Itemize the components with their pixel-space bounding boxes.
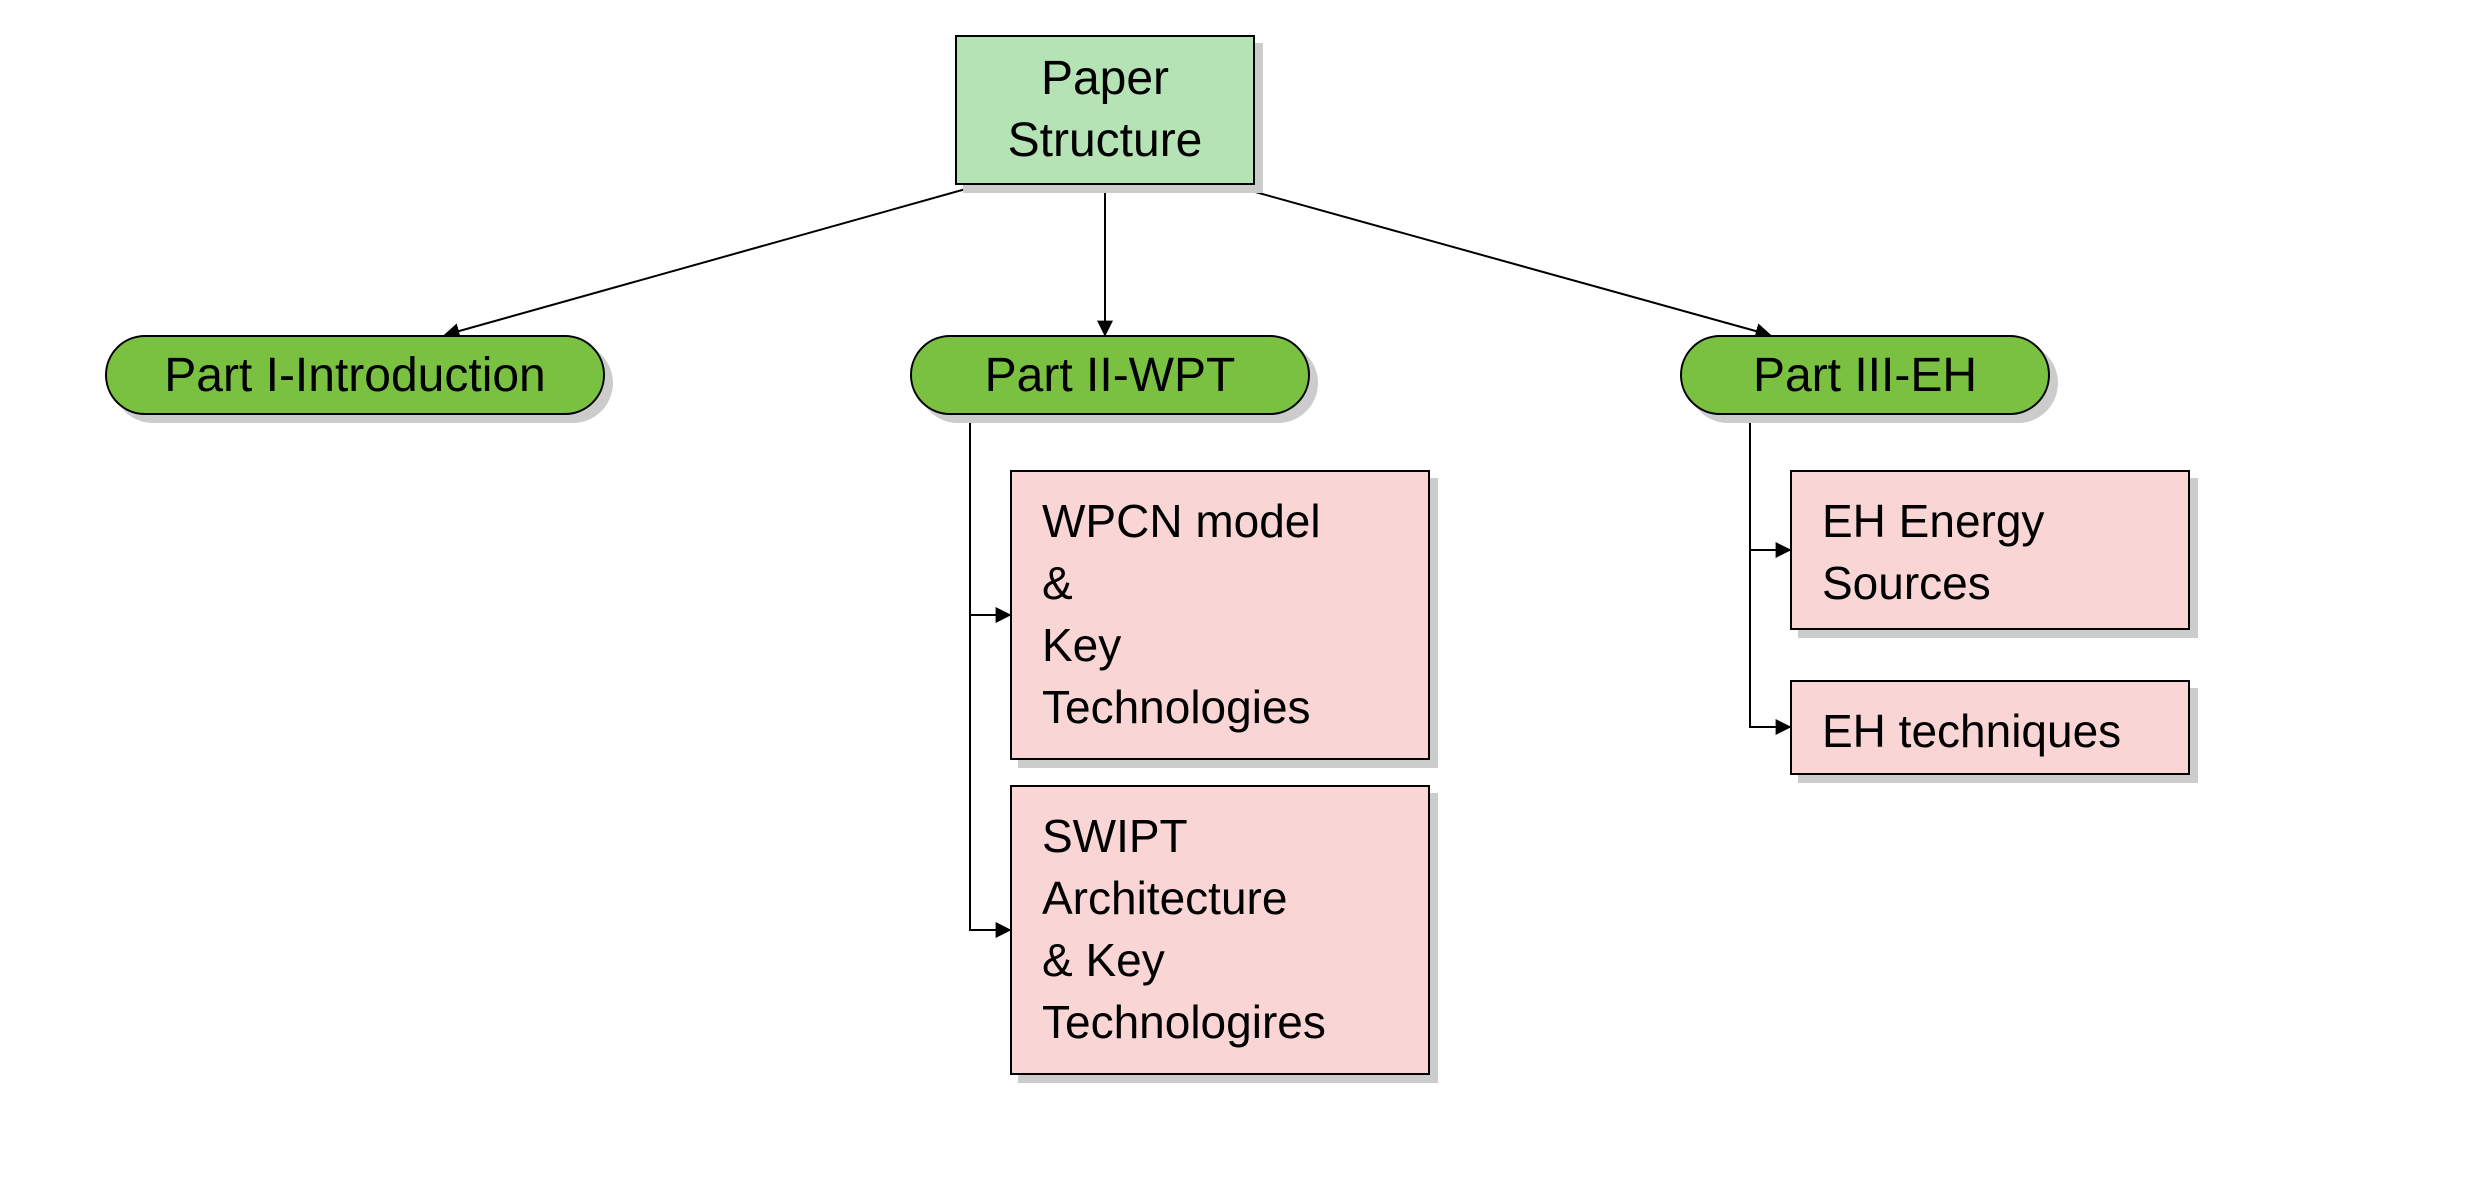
node-part1-label: Part I-Introduction bbox=[164, 348, 546, 403]
node-leaf3-label: EH Energy Sources bbox=[1822, 490, 2044, 614]
edge-part3-leaf4 bbox=[1750, 415, 1790, 727]
node-part2: Part II-WPT bbox=[910, 335, 1310, 415]
node-leaf1-label: WPCN model & Key Technologies bbox=[1042, 490, 1321, 738]
edge-root-part1 bbox=[445, 185, 980, 335]
node-leaf2: SWIPT Architecture & Key Technologires bbox=[1010, 785, 1430, 1075]
edge-root-part3 bbox=[1230, 185, 1770, 335]
node-part2-label: Part II-WPT bbox=[985, 348, 1236, 403]
node-root-label: Paper Structure bbox=[997, 48, 1213, 173]
node-part3: Part III-EH bbox=[1680, 335, 2050, 415]
paper-structure-diagram: Paper Structure Part I-Introduction Part… bbox=[0, 0, 2489, 1201]
node-leaf2-label: SWIPT Architecture & Key Technologires bbox=[1042, 805, 1326, 1053]
node-leaf3: EH Energy Sources bbox=[1790, 470, 2190, 630]
node-part1: Part I-Introduction bbox=[105, 335, 605, 415]
node-leaf1: WPCN model & Key Technologies bbox=[1010, 470, 1430, 760]
edge-part3-leaf3 bbox=[1750, 415, 1790, 550]
node-leaf4-label: EH techniques bbox=[1822, 700, 2121, 762]
node-root: Paper Structure bbox=[955, 35, 1255, 185]
node-part3-label: Part III-EH bbox=[1753, 348, 1977, 403]
edge-part2-leaf2 bbox=[970, 415, 1010, 930]
edge-part2-leaf1 bbox=[970, 415, 1010, 615]
node-leaf4: EH techniques bbox=[1790, 680, 2190, 775]
